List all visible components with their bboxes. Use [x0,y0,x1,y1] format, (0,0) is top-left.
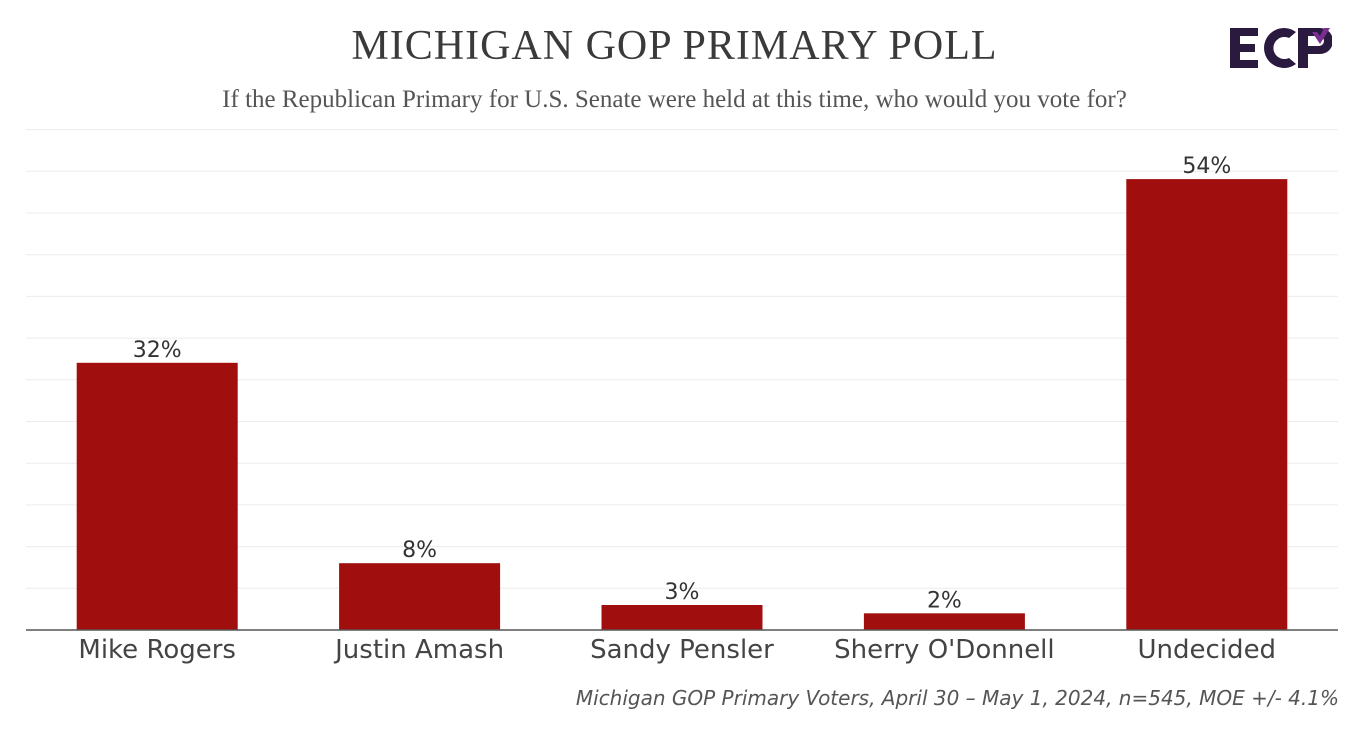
chart-subtitle: If the Republican Primary for U.S. Senat… [222,86,1127,113]
x-tick-label: Undecided [1138,635,1277,665]
ecp-logo [1230,28,1332,68]
chart-title: MICHIGAN GOP PRIMARY POLL [351,23,998,69]
bar [339,563,501,630]
bar [76,362,238,630]
bars [76,179,1288,630]
x-tick-label: Mike Rogers [78,635,236,665]
gridlines [26,129,1338,589]
bar-value-label: 2% [927,588,962,613]
bar-value-label: 3% [665,580,700,605]
bar-value-label: 32% [133,338,182,363]
x-tick-labels: Mike Rogers Justin Amash Sandy Pensler Sher… [78,635,1276,665]
bar-value-label: 8% [402,538,437,563]
x-tick-label: Sherry O'Donnell [834,635,1055,665]
bar [601,605,763,630]
source-footnote: Michigan GOP Primary Voters, April 30 – … [575,686,1339,710]
bar-value-label: 54% [1182,154,1231,179]
value-labels: 32% 8% 3% 2% 54% [133,154,1232,613]
x-tick-label: Justin Amash [333,635,504,665]
bar [863,613,1025,630]
bar [1126,179,1288,630]
x-tick-label: Sandy Pensler [590,635,774,665]
